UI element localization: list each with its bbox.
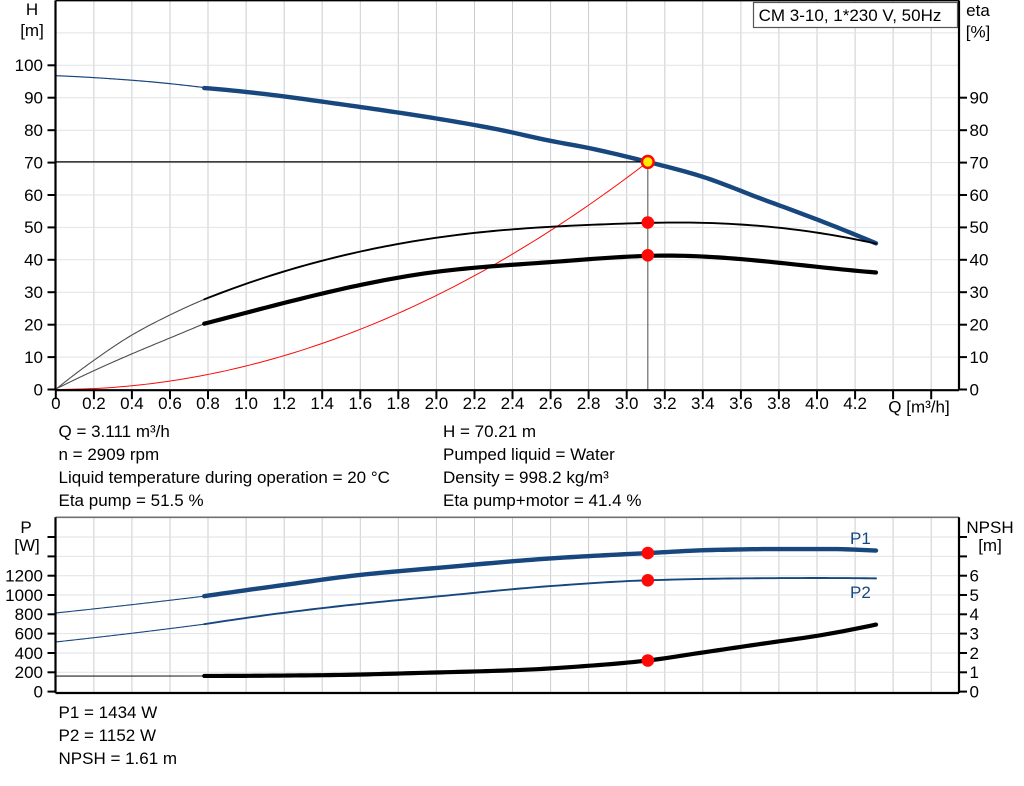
svg-text:Pumped liquid = Water: Pumped liquid = Water [443,445,615,464]
svg-text:n = 2909 rpm: n = 2909 rpm [59,445,160,464]
svg-text:10: 10 [24,348,43,367]
svg-text:[m]: [m] [978,536,1002,555]
svg-text:P1: P1 [850,529,871,548]
svg-text:P: P [20,518,31,537]
svg-text:20: 20 [970,316,989,335]
svg-text:Q = 3.111 m³/h: Q = 3.111 m³/h [59,422,170,441]
svg-text:4: 4 [970,605,979,624]
svg-text:800: 800 [15,605,43,624]
svg-text:0: 0 [34,682,43,701]
svg-text:6: 6 [970,567,979,586]
svg-text:[%]: [%] [966,23,991,42]
svg-text:90: 90 [24,89,43,108]
svg-text:3.6: 3.6 [729,394,753,413]
svg-text:70: 70 [970,153,989,172]
svg-text:1.6: 1.6 [348,394,372,413]
svg-text:40: 40 [970,251,989,270]
svg-text:80: 80 [24,121,43,140]
svg-text:2.8: 2.8 [577,394,601,413]
svg-text:CM 3-10, 1*230 V, 50Hz: CM 3-10, 1*230 V, 50Hz [759,6,942,25]
svg-text:3.0: 3.0 [615,394,639,413]
svg-text:50: 50 [24,218,43,237]
svg-text:600: 600 [15,624,43,643]
svg-text:Q [m³/h]: Q [m³/h] [888,398,949,417]
svg-text:2.4: 2.4 [501,394,525,413]
svg-text:NPSH = 1.61 m: NPSH = 1.61 m [59,749,178,768]
svg-text:P2: P2 [850,583,871,602]
svg-text:100: 100 [15,56,43,75]
svg-text:200: 200 [15,663,43,682]
svg-text:0.6: 0.6 [158,394,182,413]
svg-text:Eta pump+motor = 41.4 %: Eta pump+motor = 41.4 % [443,491,641,510]
svg-text:Eta pump = 51.5 %: Eta pump = 51.5 % [59,491,204,510]
svg-text:70: 70 [24,153,43,172]
svg-text:5: 5 [970,586,979,605]
svg-text:10: 10 [970,348,989,367]
svg-text:3: 3 [970,624,979,643]
svg-text:3.2: 3.2 [653,394,677,413]
svg-text:400: 400 [15,644,43,663]
svg-text:1.0: 1.0 [234,394,258,413]
svg-text:[W]: [W] [14,536,40,555]
svg-text:1: 1 [970,663,979,682]
svg-text:0.2: 0.2 [82,394,106,413]
svg-text:30: 30 [970,283,989,302]
svg-text:2: 2 [970,644,979,663]
svg-text:40: 40 [24,251,43,270]
svg-text:1.4: 1.4 [310,394,334,413]
svg-text:4.0: 4.0 [805,394,829,413]
svg-text:3.4: 3.4 [691,394,715,413]
svg-text:30: 30 [24,283,43,302]
svg-text:Liquid temperature during oper: Liquid temperature during operation = 20… [59,468,390,487]
svg-text:4.2: 4.2 [843,394,867,413]
svg-text:20: 20 [24,316,43,335]
svg-text:2.6: 2.6 [539,394,563,413]
svg-text:0.8: 0.8 [196,394,220,413]
svg-text:Density = 998.2 kg/m³: Density = 998.2 kg/m³ [443,468,609,487]
svg-text:2.2: 2.2 [463,394,487,413]
svg-text:0: 0 [970,682,979,701]
svg-text:1000: 1000 [5,586,43,605]
svg-text:0: 0 [51,394,60,413]
svg-text:0: 0 [34,380,43,399]
svg-text:50: 50 [970,218,989,237]
svg-text:2.0: 2.0 [425,394,449,413]
svg-text:P2 = 1152 W: P2 = 1152 W [59,726,157,745]
svg-text:H = 70.21 m: H = 70.21 m [443,422,536,441]
svg-text:eta: eta [966,1,990,20]
svg-text:H: H [26,0,38,19]
svg-text:NPSH: NPSH [966,518,1013,537]
svg-text:0.4: 0.4 [120,394,144,413]
svg-text:1.2: 1.2 [272,394,296,413]
svg-text:[m]: [m] [20,21,44,40]
svg-text:1200: 1200 [5,567,43,586]
svg-text:80: 80 [970,121,989,140]
svg-text:P1 = 1434 W: P1 = 1434 W [59,703,158,722]
svg-text:60: 60 [970,186,989,205]
svg-text:60: 60 [24,186,43,205]
svg-text:0: 0 [970,380,979,399]
svg-text:90: 90 [970,89,989,108]
svg-text:3.8: 3.8 [767,394,791,413]
svg-text:1.8: 1.8 [386,394,410,413]
